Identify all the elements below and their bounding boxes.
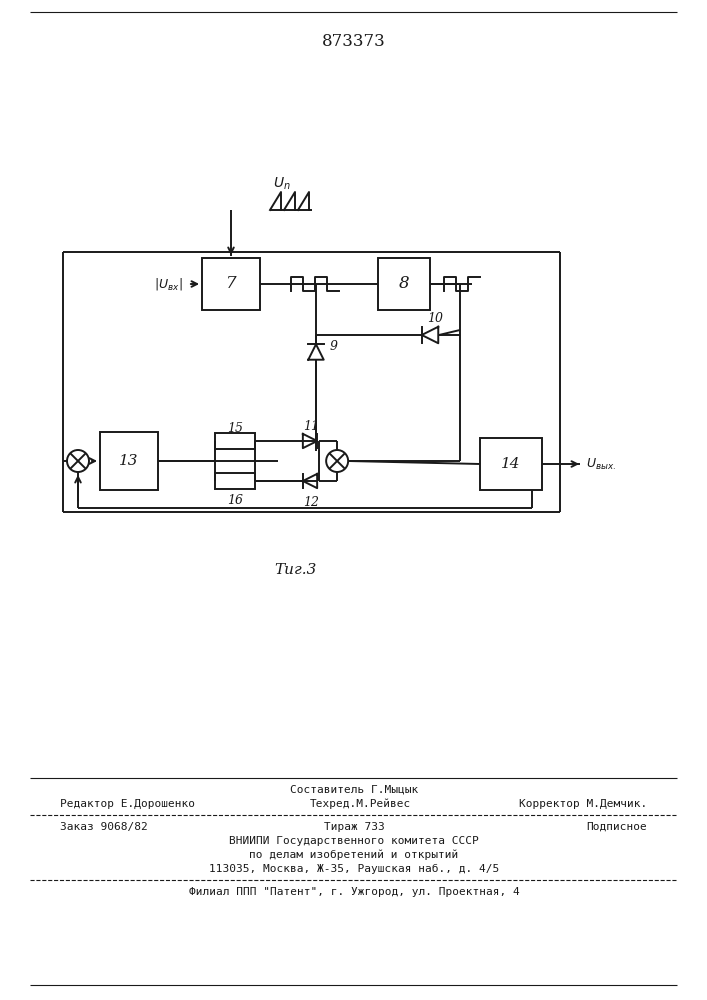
Text: 113035, Москва, Ж-35, Раушская наб., д. 4/5: 113035, Москва, Ж-35, Раушская наб., д. … <box>209 864 499 874</box>
Text: Составитель Г.Мыцык: Составитель Г.Мыцык <box>290 785 418 795</box>
Text: 7: 7 <box>226 275 236 292</box>
Text: 13: 13 <box>119 454 139 468</box>
Text: 873373: 873373 <box>322 33 386 50</box>
Text: 15: 15 <box>227 422 243 434</box>
Text: 16: 16 <box>227 494 243 507</box>
Text: Корректор М.Демчик.: Корректор М.Демчик. <box>519 799 647 809</box>
Text: 12: 12 <box>303 496 319 509</box>
Text: 8: 8 <box>399 275 409 292</box>
Text: 14: 14 <box>501 457 521 471</box>
Bar <box>100 432 158 490</box>
Text: Тираж 733: Тираж 733 <box>324 822 385 832</box>
Text: Τиг.3: Τиг.3 <box>274 563 316 577</box>
Text: по делам изобретений и открытий: по делам изобретений и открытий <box>250 850 459 860</box>
Bar <box>215 433 255 449</box>
Text: Заказ 9068/82: Заказ 9068/82 <box>60 822 148 832</box>
Text: Подписное: Подписное <box>586 822 647 832</box>
Text: 11: 11 <box>303 420 319 432</box>
Bar <box>378 258 430 310</box>
Text: $U_{вых.}$: $U_{вых.}$ <box>586 456 616 472</box>
Text: 9: 9 <box>330 340 338 353</box>
Text: Редактор Е.Дорошенко: Редактор Е.Дорошенко <box>60 799 195 809</box>
Bar <box>480 438 542 490</box>
Text: $|U_{вх}|$: $|U_{вх}|$ <box>154 276 182 292</box>
Text: $U_n$: $U_n$ <box>273 176 291 192</box>
Bar <box>215 473 255 489</box>
Text: ВНИИПИ Государственного комитета СССР: ВНИИПИ Государственного комитета СССР <box>229 836 479 846</box>
Text: Филиал ППП "Патент", г. Ужгород, ул. Проектная, 4: Филиал ППП "Патент", г. Ужгород, ул. Про… <box>189 887 520 897</box>
Bar <box>202 258 260 310</box>
Text: Техред.М.Рейвес: Техред.М.Рейвес <box>310 799 411 809</box>
Text: 10: 10 <box>427 312 443 326</box>
